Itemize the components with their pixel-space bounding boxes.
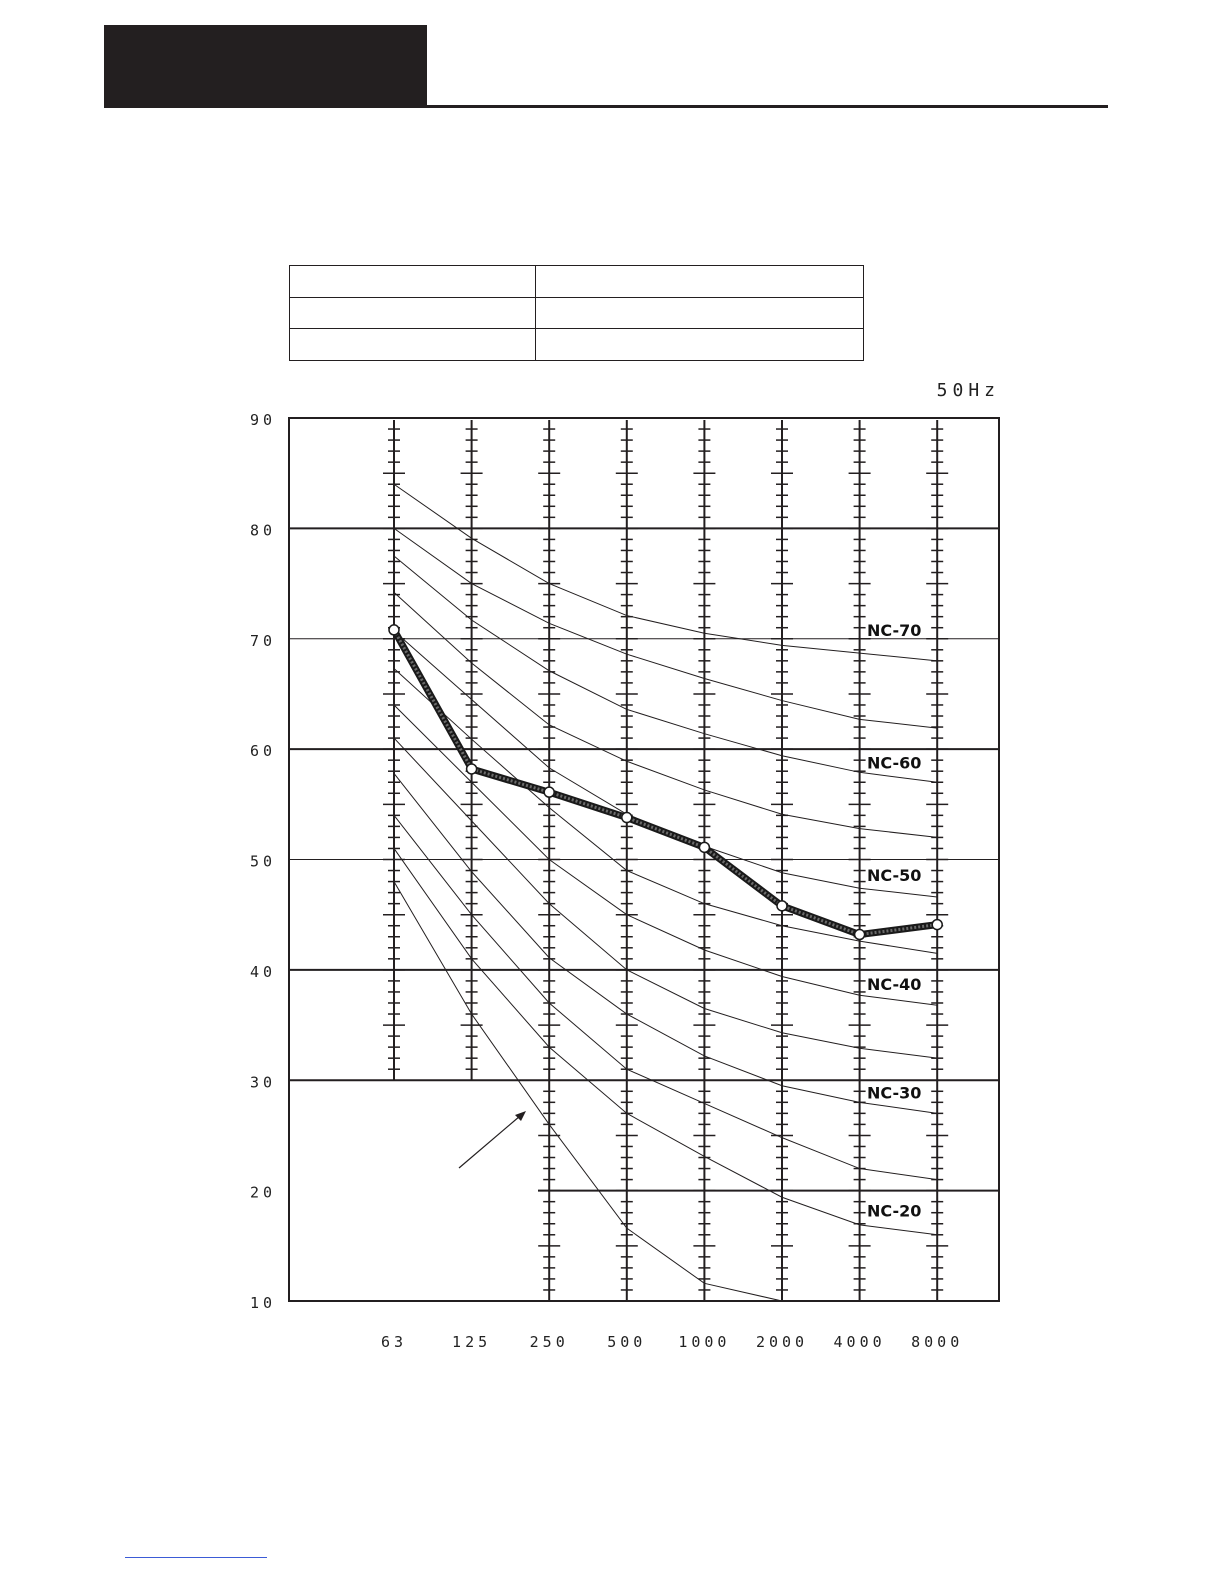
data-point (931, 918, 943, 931)
data-point (621, 811, 633, 824)
nc-curve (393, 737, 938, 1059)
nc-curve (393, 773, 938, 1114)
data-point (698, 841, 711, 854)
y-tick-label: 30 (250, 1073, 276, 1091)
plot-frame (288, 417, 1000, 1302)
header-block (104, 25, 427, 108)
info-table (289, 265, 864, 361)
table-cell (535, 296, 864, 330)
nc-curve (393, 815, 938, 1181)
nc-label: NC-70 (867, 621, 921, 640)
y-tick-label: 90 (250, 411, 276, 429)
nc-curve (393, 592, 938, 838)
nc-curve (393, 527, 938, 729)
table-row (289, 265, 864, 298)
data-point (776, 900, 788, 912)
nc-label: NC-60 (867, 753, 921, 772)
nc-curve (393, 704, 938, 1006)
frequency-label: 50Hz (936, 380, 1000, 401)
x-tick-label: 1000 (678, 1333, 730, 1351)
annotation-arrow (458, 1115, 521, 1169)
table-cell (535, 328, 864, 361)
nc-curve (393, 555, 938, 783)
table-row (289, 328, 864, 361)
x-tick-label: 250 (530, 1333, 569, 1351)
footer-link (125, 1557, 267, 1558)
y-tick-label: 50 (250, 853, 276, 871)
data-point (465, 763, 478, 775)
arrow-head (515, 1111, 526, 1121)
y-tick-label: 60 (250, 742, 276, 760)
nc-label: NC-40 (867, 975, 921, 994)
nc-curve (393, 630, 938, 898)
x-tick-label: 8000 (911, 1333, 963, 1351)
nc-curve (393, 881, 783, 1302)
series-line-hatch (392, 629, 938, 937)
x-tick-label: 4000 (834, 1333, 886, 1351)
table-cell (289, 328, 536, 361)
nc-label: NC-30 (867, 1083, 921, 1102)
nc-label: NC-20 (867, 1201, 921, 1220)
x-tick-label: 2000 (756, 1333, 808, 1351)
y-tick-label: 80 (250, 521, 276, 539)
x-tick-label: 125 (452, 1333, 491, 1351)
y-tick-label: 40 (250, 963, 276, 981)
data-point (543, 786, 555, 798)
data-point (388, 624, 400, 636)
nc-curve (393, 848, 938, 1236)
y-tick-label: 70 (250, 632, 276, 650)
x-tick-label: 500 (607, 1333, 646, 1351)
x-tick-label: 63 (381, 1333, 407, 1351)
y-tick-label: 20 (250, 1184, 276, 1202)
y-tick-label: 10 (250, 1294, 276, 1312)
nc-curve (393, 483, 938, 662)
nc-label: NC-50 (867, 866, 921, 885)
data-point (853, 928, 866, 941)
nc-curve (393, 668, 938, 954)
header-rule (104, 105, 1108, 108)
